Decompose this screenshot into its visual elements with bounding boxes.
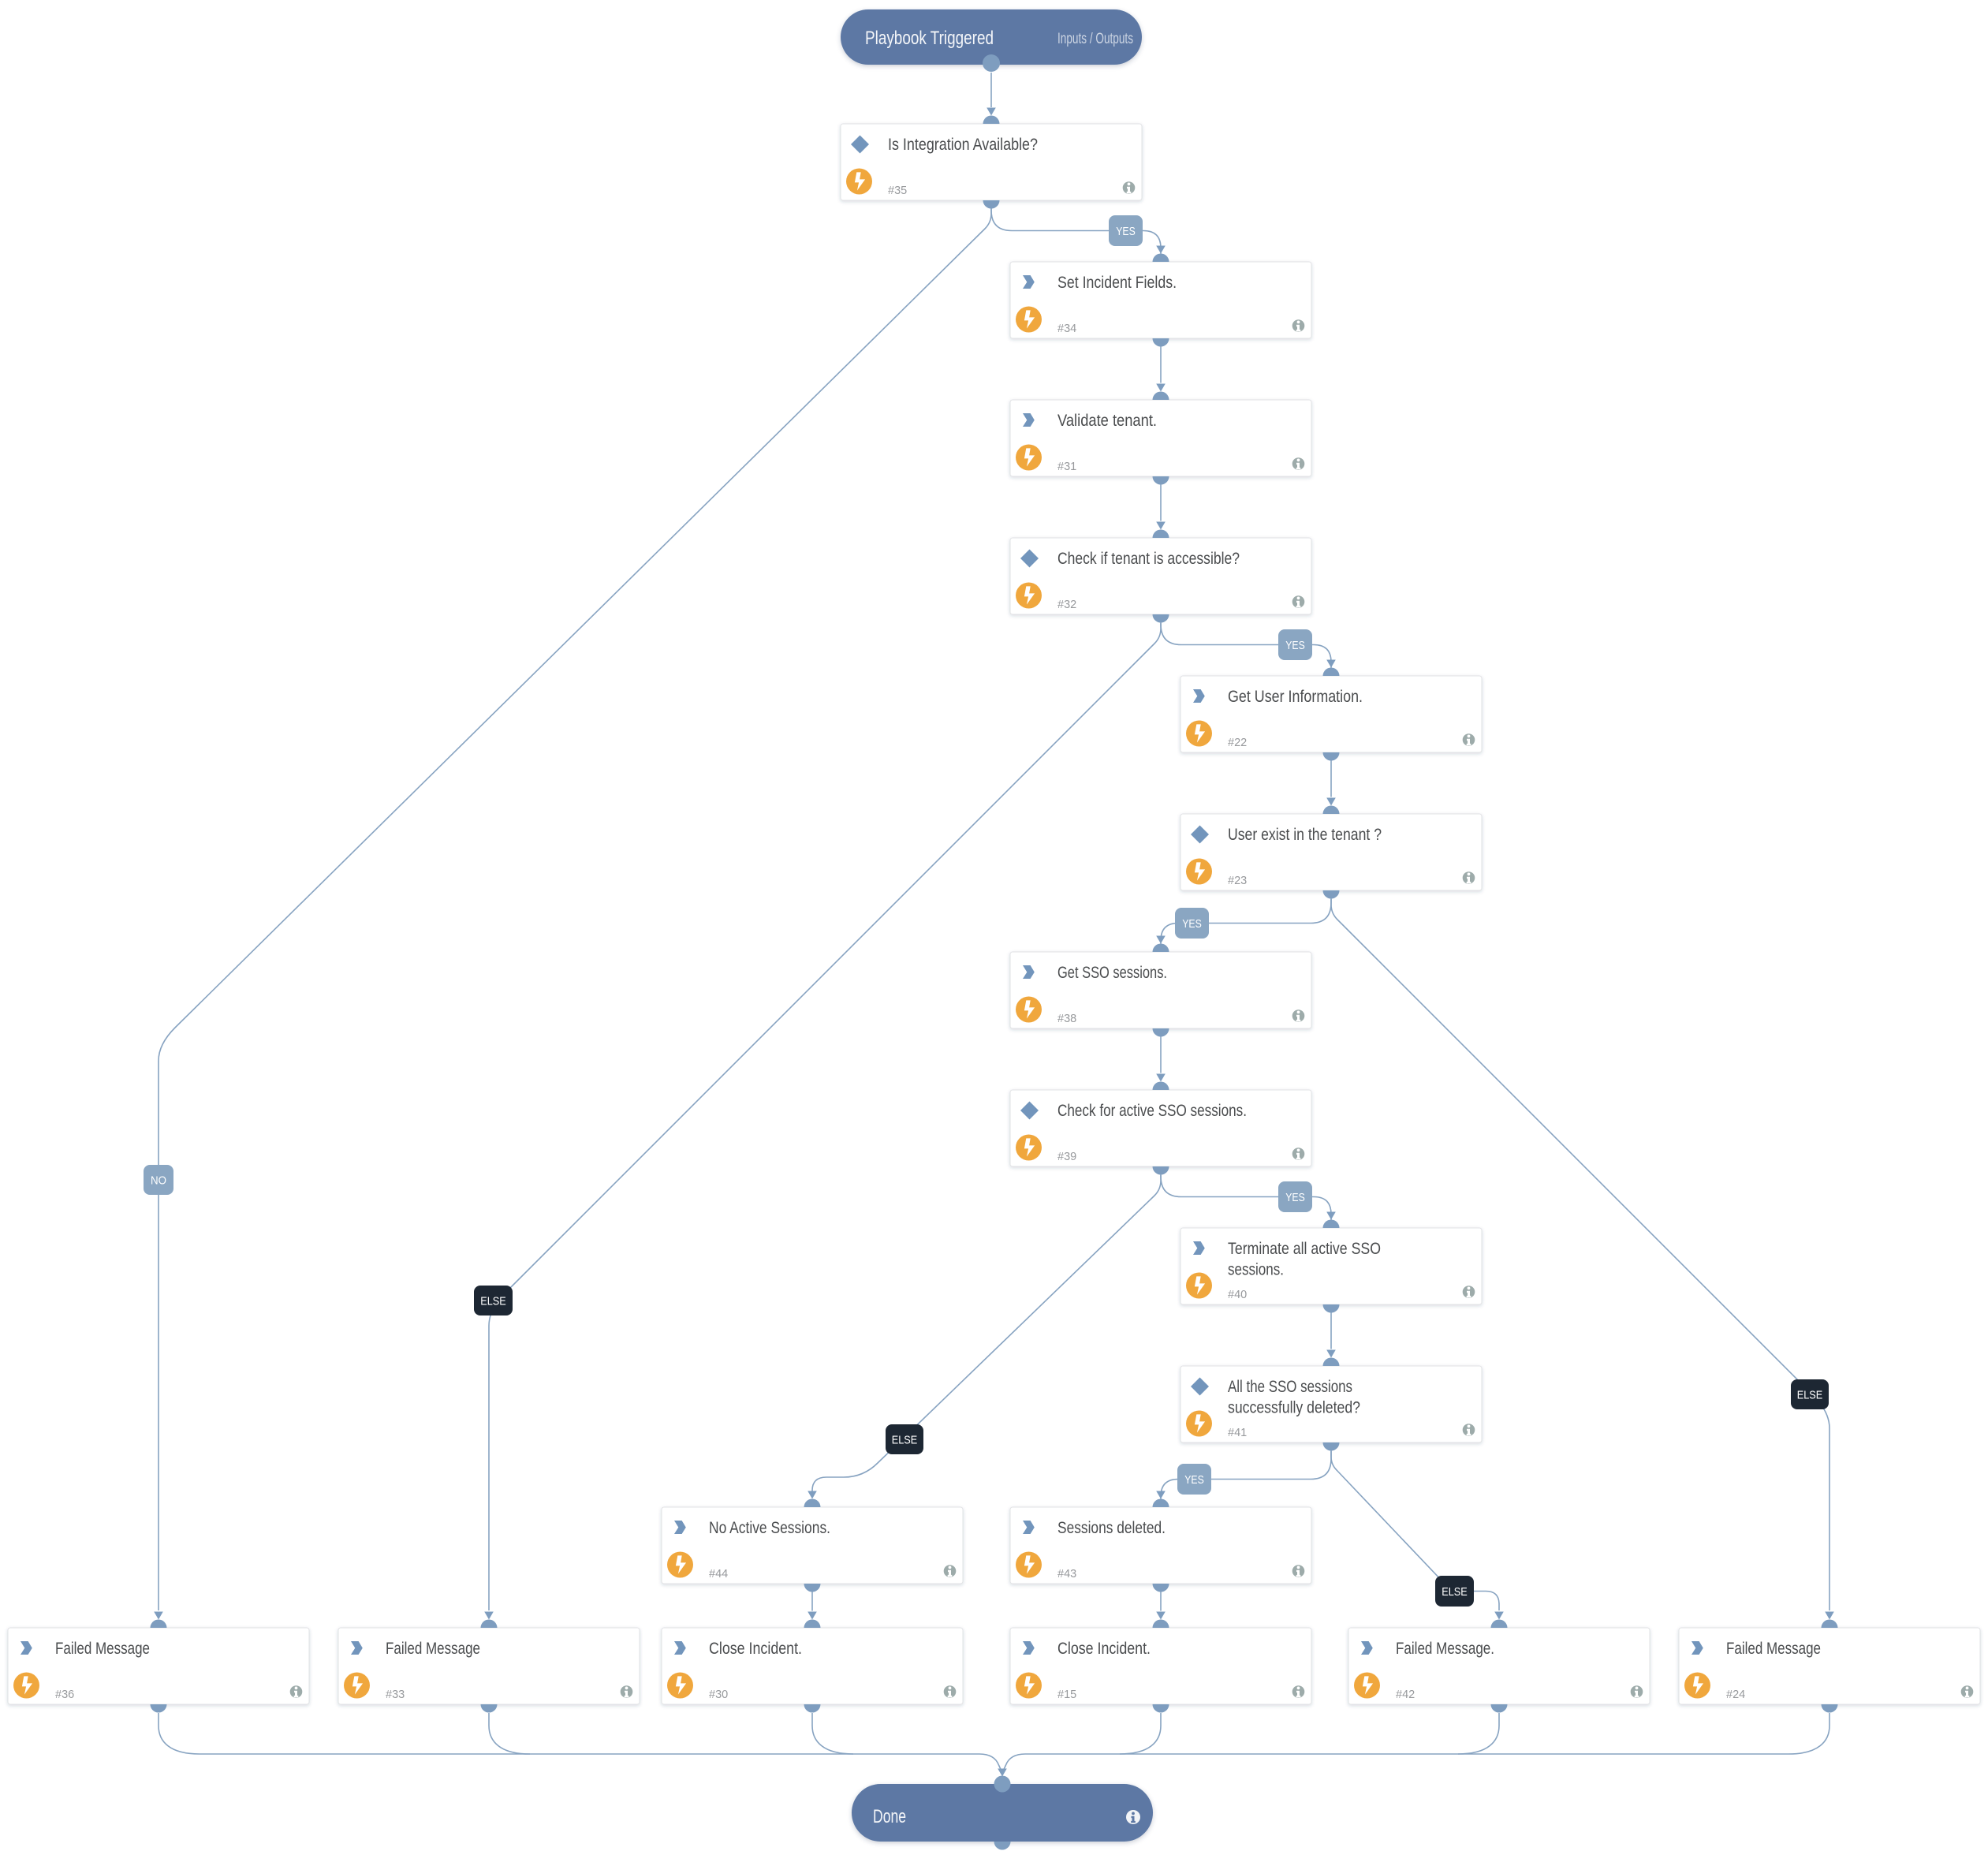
svg-text:Get SSO sessions.: Get SSO sessions.: [1057, 964, 1167, 982]
svg-text:#23: #23: [1228, 875, 1247, 887]
svg-text:#24: #24: [1726, 1689, 1745, 1701]
svg-text:Sessions deleted.: Sessions deleted.: [1057, 1519, 1166, 1537]
svg-text:Close Incident.: Close Incident.: [709, 1640, 802, 1658]
svg-text:#39: #39: [1057, 1151, 1076, 1163]
svg-text:ELSE: ELSE: [892, 1433, 918, 1446]
svg-text:#15: #15: [1057, 1689, 1076, 1701]
svg-text:ELSE: ELSE: [480, 1294, 506, 1308]
svg-text:#34: #34: [1057, 323, 1076, 335]
svg-text:#36: #36: [55, 1689, 74, 1701]
svg-text:User exist in the tenant ?: User exist in the tenant ?: [1228, 826, 1382, 844]
svg-text:#43: #43: [1057, 1568, 1076, 1580]
svg-text:Close Incident.: Close Incident.: [1057, 1640, 1151, 1658]
svg-text:YES: YES: [1184, 1473, 1204, 1487]
svg-text:#32: #32: [1057, 599, 1076, 611]
svg-text:All the SSO sessions: All the SSO sessions: [1228, 1378, 1352, 1396]
svg-text:#41: #41: [1228, 1427, 1247, 1439]
svg-text:Check for active SSO sessions.: Check for active SSO sessions.: [1057, 1102, 1247, 1120]
svg-text:Failed Message: Failed Message: [1726, 1640, 1821, 1658]
svg-text:Terminate all active SSO: Terminate all active SSO: [1228, 1240, 1381, 1258]
svg-text:Validate tenant.: Validate tenant.: [1057, 412, 1157, 430]
svg-text:Check if tenant is accessible?: Check if tenant is accessible?: [1057, 550, 1240, 568]
svg-text:Is Integration Available?: Is Integration Available?: [888, 136, 1038, 154]
svg-text:#38: #38: [1057, 1013, 1076, 1025]
svg-text:Done: Done: [873, 1806, 906, 1827]
svg-text:sessions.: sessions.: [1228, 1261, 1284, 1279]
svg-text:#33: #33: [386, 1689, 405, 1701]
svg-text:ELSE: ELSE: [1797, 1388, 1823, 1401]
svg-text:Get User Information.: Get User Information.: [1228, 688, 1363, 706]
svg-text:Playbook Triggered: Playbook Triggered: [865, 28, 994, 49]
svg-text:Failed Message: Failed Message: [386, 1640, 480, 1658]
svg-text:#40: #40: [1228, 1289, 1247, 1301]
svg-text:#35: #35: [888, 185, 907, 197]
svg-text:No Active Sessions.: No Active Sessions.: [709, 1519, 830, 1537]
svg-text:#31: #31: [1057, 461, 1076, 473]
svg-text:#22: #22: [1228, 737, 1247, 749]
svg-text:YES: YES: [1285, 1191, 1305, 1204]
svg-text:Failed Message.: Failed Message.: [1396, 1640, 1494, 1658]
svg-text:YES: YES: [1182, 917, 1202, 931]
svg-text:#44: #44: [709, 1568, 728, 1580]
svg-text:#42: #42: [1396, 1689, 1415, 1701]
svg-text:YES: YES: [1285, 639, 1305, 652]
svg-text:#30: #30: [709, 1689, 728, 1701]
svg-text:ELSE: ELSE: [1442, 1585, 1468, 1599]
svg-text:successfully deleted?: successfully deleted?: [1228, 1399, 1360, 1417]
svg-text:YES: YES: [1116, 225, 1136, 238]
svg-text:Set Incident Fields.: Set Incident Fields.: [1057, 274, 1177, 292]
svg-text:Failed Message: Failed Message: [55, 1640, 150, 1658]
svg-text:Inputs / Outputs: Inputs / Outputs: [1057, 30, 1133, 47]
svg-text:NO: NO: [151, 1174, 166, 1187]
